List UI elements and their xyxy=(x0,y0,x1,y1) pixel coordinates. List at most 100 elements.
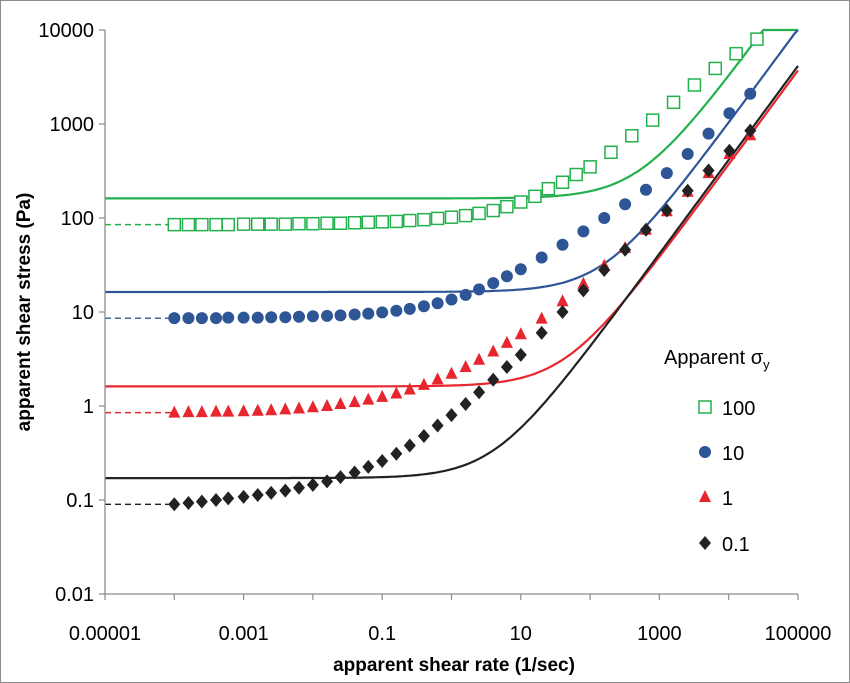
data-point-100 xyxy=(403,213,417,228)
data-point-1 xyxy=(487,344,500,357)
data-point-0.1 xyxy=(348,465,361,480)
data-point-0.1 xyxy=(210,493,223,507)
data-point-0.1 xyxy=(321,474,334,489)
data-point-1 xyxy=(210,404,223,417)
data-point-1 xyxy=(182,405,195,418)
data-point-10 xyxy=(292,310,305,323)
data-point-100 xyxy=(264,217,278,231)
data-point-0.1 xyxy=(222,491,235,506)
data-point-100 xyxy=(514,195,528,209)
fit-line-10 xyxy=(105,29,799,294)
data-point-100 xyxy=(604,145,618,160)
y-tick-label: 100 xyxy=(61,208,94,230)
legend: Apparent σy 100 10 1 0.1 xyxy=(664,347,770,556)
legend-label-100: 100 xyxy=(722,398,755,420)
data-point-1 xyxy=(362,392,375,405)
data-point-100 xyxy=(236,217,251,231)
x-tick-label: 0.001 xyxy=(219,623,269,645)
data-point-1 xyxy=(431,372,444,385)
data-point-100 xyxy=(333,216,348,230)
data-point-10 xyxy=(723,107,736,120)
data-point-0.1 xyxy=(500,359,513,374)
data-point-10 xyxy=(279,311,292,324)
data-markers xyxy=(167,32,764,512)
data-point-100 xyxy=(292,216,306,231)
data-point-0.1 xyxy=(403,438,416,453)
x-tick-label: 0.00001 xyxy=(69,623,141,645)
data-point-10 xyxy=(237,311,250,324)
data-point-0.1 xyxy=(723,143,736,158)
legend-marker-10 xyxy=(699,446,711,458)
data-point-10 xyxy=(702,127,715,140)
x-tick-label: 100000 xyxy=(765,623,832,645)
data-point-10 xyxy=(376,306,389,319)
data-point-10 xyxy=(210,312,223,325)
data-point-0.1 xyxy=(279,483,292,498)
data-point-10 xyxy=(431,297,444,310)
data-point-10 xyxy=(362,307,375,320)
y-tick-label: 1000 xyxy=(50,114,95,136)
data-point-0.1 xyxy=(702,163,715,178)
data-point-0.1 xyxy=(473,385,486,400)
data-point-1 xyxy=(445,366,458,379)
data-point-100 xyxy=(375,215,389,229)
data-point-1 xyxy=(292,401,305,414)
data-point-10 xyxy=(417,300,430,313)
fit-line-1 xyxy=(105,69,799,388)
y-tick-label: 0.01 xyxy=(55,584,94,606)
data-point-100 xyxy=(687,78,702,92)
data-point-100 xyxy=(430,211,445,226)
data-point-0.1 xyxy=(292,480,305,495)
data-point-10 xyxy=(639,183,652,196)
data-point-0.1 xyxy=(445,408,458,423)
data-point-100 xyxy=(209,217,223,232)
data-point-0.1 xyxy=(417,428,430,443)
data-point-10 xyxy=(251,311,264,324)
data-point-0.1 xyxy=(660,203,673,218)
y-tick-label: 0.1 xyxy=(66,490,94,512)
data-point-1 xyxy=(279,402,292,415)
data-point-100 xyxy=(347,216,362,230)
data-point-100 xyxy=(417,212,431,227)
data-point-0.1 xyxy=(639,222,652,237)
data-point-10 xyxy=(577,225,590,238)
legend-label-10: 10 xyxy=(722,443,744,465)
data-point-1 xyxy=(237,404,250,417)
tick-labels: 10000 1000 100 10 1 0.1 0.01 0.00001 0.001 0.1 10 1… xyxy=(38,20,831,645)
data-point-1 xyxy=(195,405,208,418)
data-point-0.1 xyxy=(577,283,590,298)
legend-marker-100 xyxy=(698,400,712,414)
data-point-100 xyxy=(645,113,660,127)
data-point-10 xyxy=(744,87,757,100)
data-point-0.1 xyxy=(362,459,375,474)
data-point-0.1 xyxy=(195,494,208,509)
data-point-100 xyxy=(306,216,320,231)
data-point-0.1 xyxy=(237,489,250,504)
data-point-0.1 xyxy=(598,262,611,277)
fit-lines xyxy=(105,28,799,480)
data-point-1 xyxy=(577,276,590,289)
data-point-10 xyxy=(348,308,361,321)
data-point-100 xyxy=(458,208,473,223)
data-point-1 xyxy=(535,311,548,324)
data-point-100 xyxy=(500,199,514,214)
data-point-100 xyxy=(278,217,293,231)
data-point-10 xyxy=(182,312,195,325)
fit-line-100 xyxy=(105,28,798,200)
data-point-100 xyxy=(555,175,570,190)
data-point-1 xyxy=(321,399,334,411)
data-point-10 xyxy=(473,283,486,296)
data-point-100 xyxy=(569,167,583,182)
fit-line-0.1 xyxy=(105,65,799,480)
data-point-10 xyxy=(168,312,181,325)
x-tick-label: 10 xyxy=(510,623,532,645)
data-point-10 xyxy=(556,238,569,251)
data-point-0.1 xyxy=(556,305,569,319)
data-point-1 xyxy=(376,389,389,402)
data-point-1 xyxy=(390,386,403,399)
data-point-10 xyxy=(390,304,403,317)
axes xyxy=(99,29,799,600)
data-point-1 xyxy=(514,327,527,340)
data-point-1 xyxy=(222,404,235,417)
